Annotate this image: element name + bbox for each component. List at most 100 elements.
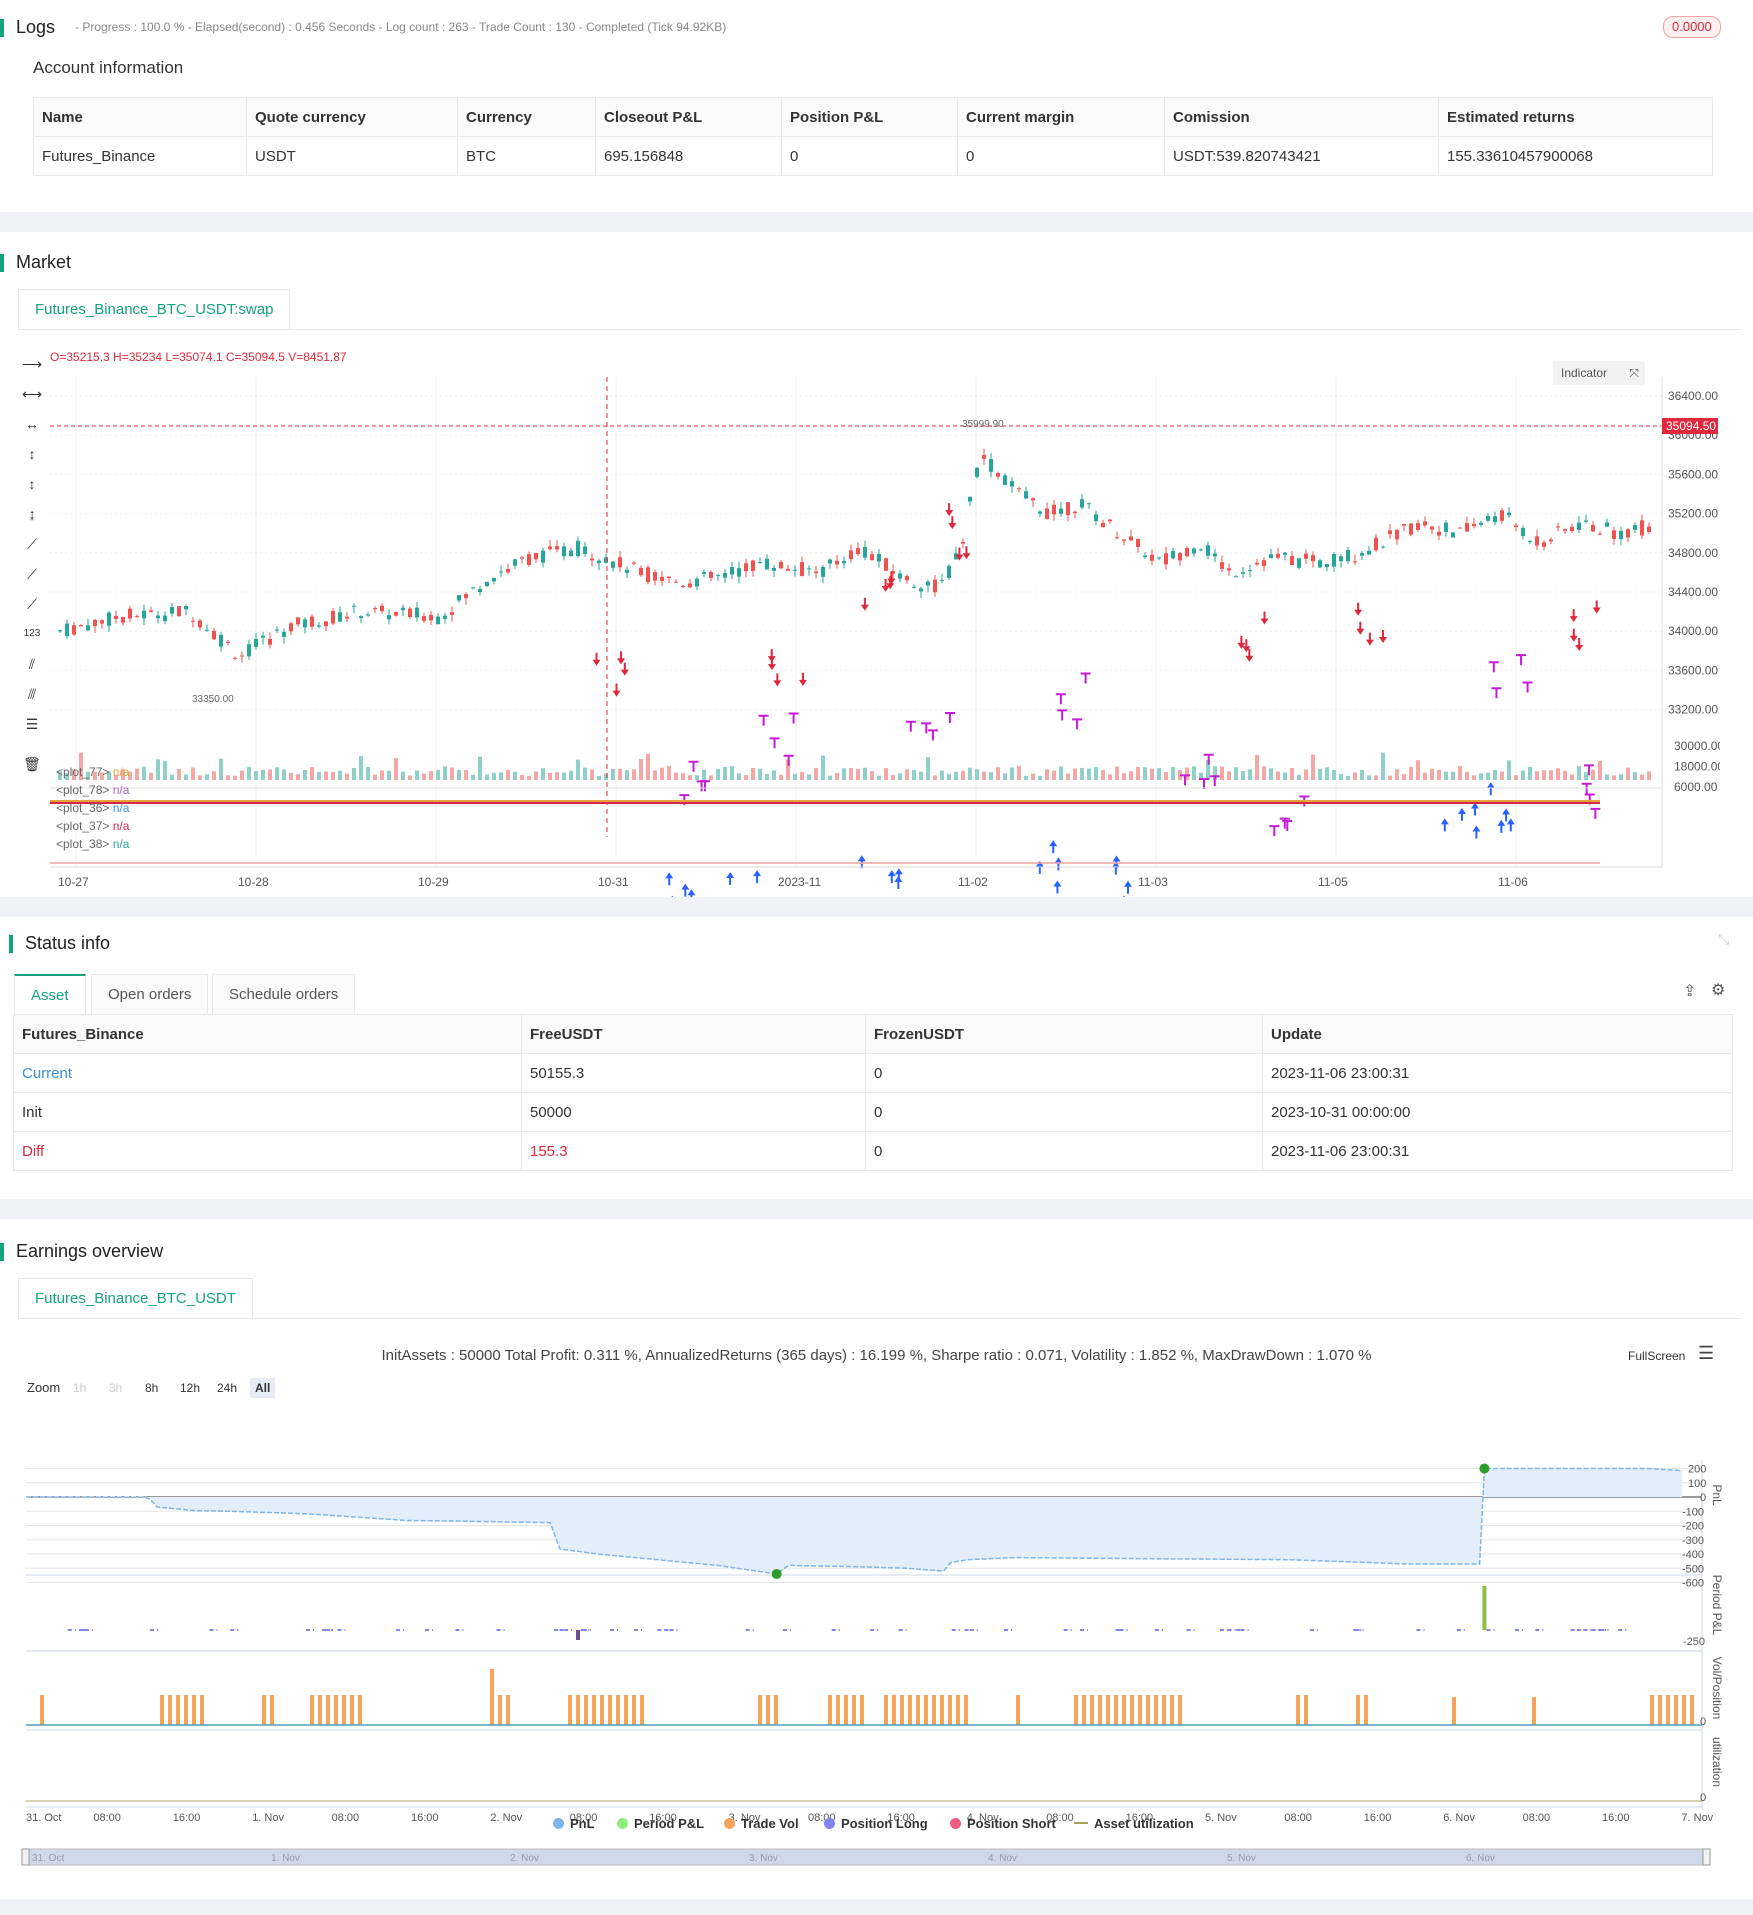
vertical-line-icon[interactable]: ↕	[28, 446, 36, 462]
ray-line-icon[interactable]: ⟋	[27, 566, 37, 582]
fib-channel-icon[interactable]: ⫻	[27, 686, 37, 702]
trade-vol-bar	[908, 1695, 912, 1725]
volume-bar	[415, 770, 419, 780]
legend-position-long[interactable]: Position Long	[824, 1816, 928, 1831]
zoom-1h-button[interactable]: 1h	[73, 1381, 87, 1395]
candle-body	[737, 568, 741, 577]
zoom-all-button[interactable]: All	[250, 1378, 276, 1398]
volume-bar	[191, 767, 195, 780]
volume-bar	[884, 768, 888, 780]
volume-bar	[758, 768, 762, 780]
zoom-8h-button[interactable]: 8h	[145, 1381, 159, 1395]
candle-body	[261, 635, 265, 638]
candle-body	[233, 657, 237, 659]
volume-bar	[555, 772, 559, 780]
tab-asset[interactable]: Asset	[14, 974, 86, 1014]
horizontal-ray-icon[interactable]: ⟷	[22, 386, 43, 402]
signal-marks	[592, 503, 1601, 897]
download-icon[interactable]: ⇪	[1683, 983, 1697, 1000]
candle-body	[590, 558, 594, 561]
earnings-symbol-tab[interactable]: Futures_Binance_BTC_USDT	[18, 1278, 253, 1318]
pnl-tick-label: -600	[1682, 1578, 1704, 1590]
legend-line	[1074, 1822, 1088, 1824]
legend-trade-vol[interactable]: Trade Vol	[724, 1816, 799, 1831]
trash-icon[interactable]: 🗑	[23, 756, 41, 772]
candle-body	[303, 619, 307, 628]
volume-bar	[716, 768, 720, 780]
volume-bar	[506, 769, 510, 780]
volume-bar	[821, 755, 825, 780]
volume-bar	[1598, 760, 1602, 780]
volume-bar	[576, 759, 580, 780]
volume-bar	[1486, 772, 1490, 780]
legend-asset-utilization[interactable]: Asset utilization	[1074, 1816, 1194, 1831]
candle-body	[1451, 532, 1455, 538]
volume-bar	[625, 770, 629, 780]
tab-schedule-orders[interactable]: Schedule orders	[212, 974, 356, 1014]
collapse-icon[interactable]: ⤡	[1718, 931, 1730, 947]
tab-open-orders[interactable]: Open orders	[91, 974, 209, 1014]
zoom-24h-button[interactable]: 24h	[217, 1381, 238, 1395]
indicator-button[interactable]: Indicator ⤧	[1553, 361, 1645, 385]
logs-panel: Logs - Progress : 100.0 % - Elapsed(seco…	[0, 0, 1753, 212]
trade-vol-bar	[350, 1695, 354, 1725]
kline-chart[interactable]: 36400.0036000.0035600.0035200.0034800.00…	[0, 337, 1720, 897]
trend-line-icon[interactable]: ⟋	[27, 536, 37, 552]
long-signal-icon	[894, 868, 903, 882]
candle-body	[1430, 526, 1434, 530]
segment-icon[interactable]: ⟋	[27, 596, 37, 612]
volume-bar	[653, 770, 657, 780]
candle-body	[464, 594, 468, 599]
trade-vol-bar	[160, 1695, 164, 1725]
legend-period-pnl[interactable]: Period P&L	[617, 1816, 704, 1831]
row-label-current[interactable]: Current	[13, 1053, 522, 1093]
trade-vol-bar	[1074, 1695, 1078, 1725]
trade-vol-bar	[624, 1695, 628, 1725]
candle-body	[1164, 553, 1168, 565]
candle-body	[1304, 553, 1308, 559]
volume-bar	[1115, 766, 1119, 780]
volume-bar	[534, 771, 538, 780]
col-frozen: FrozenUSDT	[865, 1014, 1263, 1054]
settings-gear-icon[interactable]: ⚙	[1711, 982, 1726, 999]
legend-pnl[interactable]: PnL	[553, 1816, 595, 1831]
last-price-label: 35094.50	[1666, 419, 1716, 433]
short-signal-icon	[1569, 628, 1578, 642]
close-signal-icon	[1072, 718, 1083, 730]
period-pnl-series	[67, 1586, 1627, 1640]
candle-body	[821, 566, 825, 577]
zoom-12h-button[interactable]: 12h	[180, 1381, 201, 1395]
trade-vol-bar	[318, 1695, 322, 1725]
table-cell: 0	[865, 1092, 1263, 1132]
candle-body	[919, 588, 923, 592]
earnings-chart[interactable]: 200 100 0 -100 -200 -300 -400 -500 -600 31. Oct 0…	[0, 1400, 1753, 1900]
volume-bar	[835, 773, 839, 780]
volume-bar	[338, 770, 342, 780]
candle-body	[1563, 529, 1567, 531]
close-signal-icon	[1080, 672, 1091, 684]
fullscreen-button[interactable]: FullScreen	[1628, 1349, 1686, 1363]
market-symbol-tab[interactable]: Futures_Binance_BTC_USDT:swap	[18, 289, 291, 329]
price-label-icon[interactable]: 123	[23, 628, 41, 639]
table-row: Current 50155.3 0 2023-11-06 23:00:31	[13, 1053, 1733, 1093]
vertical-extended-icon[interactable]: ↨	[28, 506, 36, 522]
extended-line-icon[interactable]: ↔	[25, 416, 39, 432]
candle-body	[324, 621, 328, 627]
volume-bar	[1122, 773, 1126, 780]
time-tick-label: 4. Nov	[967, 1812, 999, 1824]
parallel-channel-icon[interactable]: ⫽	[28, 656, 36, 672]
low-price-label: 33350.00	[192, 694, 234, 705]
fib-retracement-icon[interactable]: ☰	[25, 716, 39, 732]
short-signal-icon	[1245, 648, 1254, 662]
horizontal-line-icon[interactable]: ⟶	[22, 356, 43, 372]
vertical-ray-icon[interactable]: ↕	[28, 476, 36, 492]
legend-position-short[interactable]: Position Short	[950, 1816, 1056, 1831]
candle-body	[1318, 560, 1322, 568]
long-signal-icon	[1123, 880, 1132, 894]
trade-vol-bar	[1016, 1695, 1020, 1725]
menu-icon[interactable]: ☰	[1698, 1343, 1715, 1363]
zoom-3h-button[interactable]: 3h	[109, 1381, 123, 1395]
volume-bar	[597, 775, 601, 780]
volume-bar	[646, 753, 650, 780]
candle-body	[275, 629, 279, 631]
